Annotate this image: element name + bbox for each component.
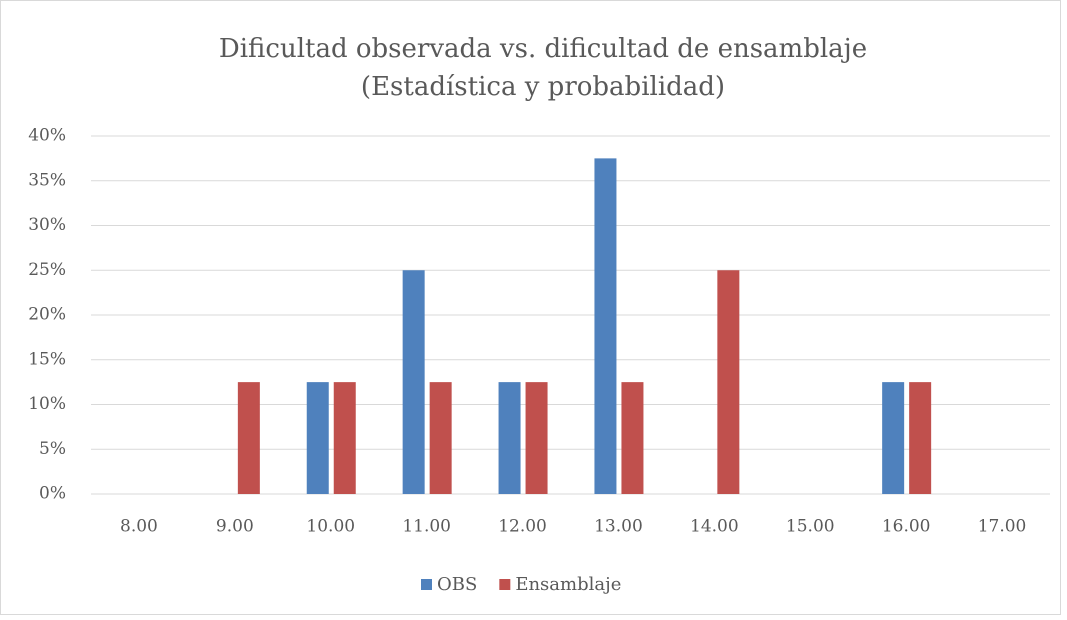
x-tick-label: 15.00 bbox=[786, 517, 835, 537]
x-tick-label: 10.00 bbox=[306, 517, 355, 537]
bar bbox=[333, 382, 356, 494]
bar bbox=[717, 270, 740, 494]
y-tick-label: 30% bbox=[28, 215, 66, 235]
y-tick-label: 0% bbox=[39, 484, 66, 504]
y-tick-label: 40% bbox=[28, 126, 66, 146]
y-tick-label: 35% bbox=[28, 170, 66, 190]
x-tick-label: 14.00 bbox=[690, 517, 739, 537]
x-tick-label: 8.00 bbox=[120, 517, 158, 537]
x-tick-label: 12.00 bbox=[498, 517, 547, 537]
legend-label: Ensamblaje bbox=[515, 574, 621, 595]
legend-swatch bbox=[499, 579, 511, 590]
bar bbox=[498, 382, 521, 494]
bar bbox=[909, 382, 932, 494]
bar bbox=[429, 382, 452, 494]
bar bbox=[882, 382, 905, 494]
bar bbox=[621, 382, 644, 494]
legend-label: OBS bbox=[437, 574, 477, 595]
x-tick-label: 13.00 bbox=[594, 517, 643, 537]
y-tick-label: 5% bbox=[39, 439, 66, 459]
legend-swatch bbox=[421, 579, 432, 590]
bar bbox=[237, 382, 260, 494]
y-tick-label: 20% bbox=[28, 305, 66, 325]
bar bbox=[402, 270, 425, 494]
chart-title: Dificultad observada vs. dificultad de e… bbox=[219, 34, 867, 64]
x-tick-label: 11.00 bbox=[402, 517, 451, 537]
y-tick-label: 25% bbox=[28, 260, 66, 280]
y-tick-label: 15% bbox=[28, 349, 66, 369]
bar bbox=[306, 382, 329, 494]
y-tick-label: 10% bbox=[28, 394, 66, 414]
bar bbox=[525, 382, 548, 494]
chart-title: (Estadística y probabilidad) bbox=[361, 72, 725, 102]
x-tick-label: 9.00 bbox=[216, 517, 254, 537]
x-tick-label: 16.00 bbox=[882, 517, 931, 537]
x-tick-label: 17.00 bbox=[978, 517, 1027, 537]
bar bbox=[594, 158, 617, 494]
